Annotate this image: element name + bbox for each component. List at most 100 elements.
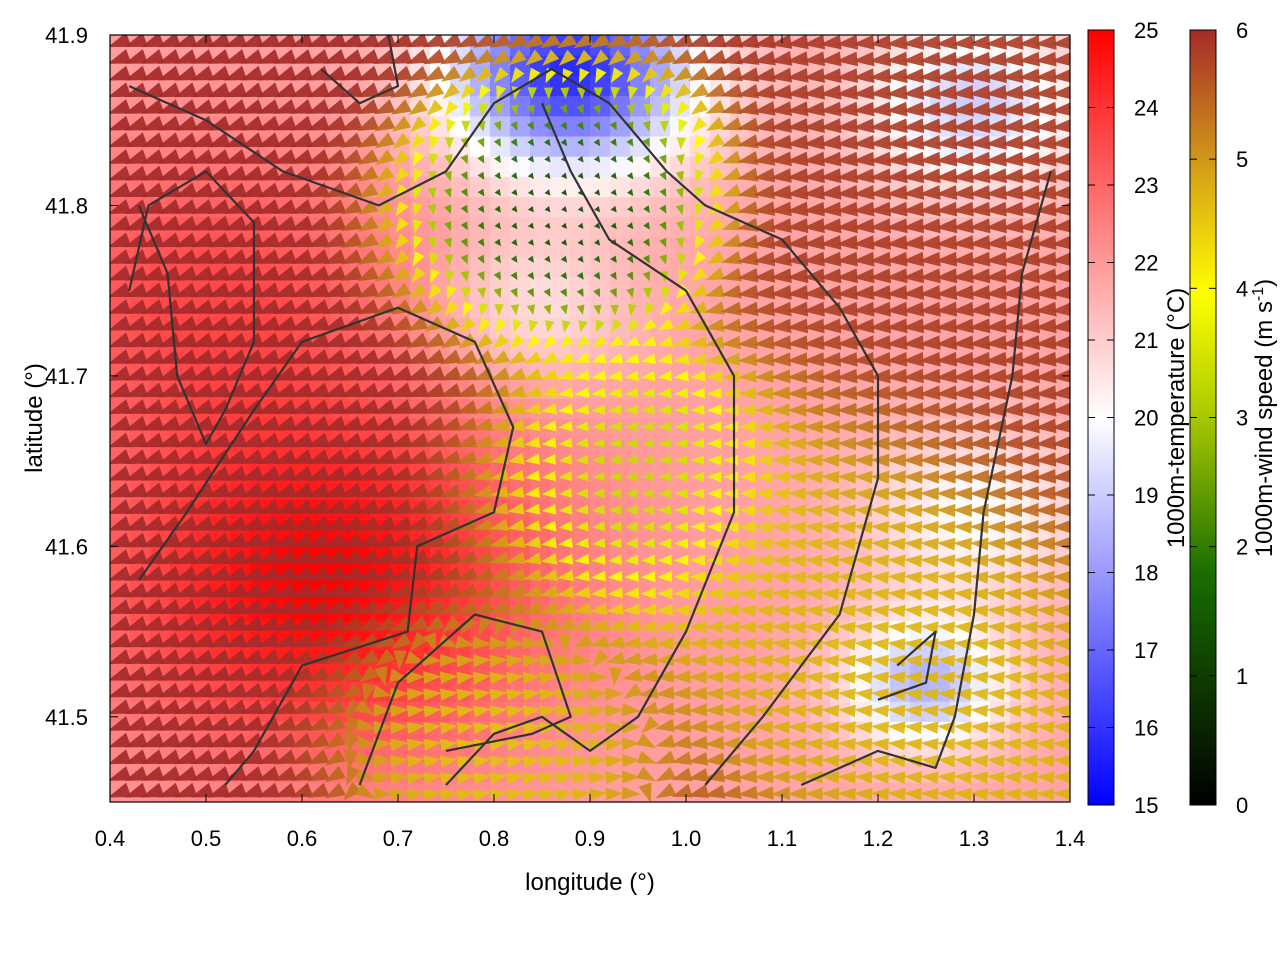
wind-arrow	[885, 118, 908, 134]
wind-arrow	[389, 599, 413, 615]
wind-arrow	[661, 102, 672, 117]
wind-arrow	[207, 666, 231, 681]
wind-arrow	[1001, 418, 1024, 434]
wind-arrow	[591, 554, 606, 565]
wind-arrow	[607, 49, 626, 66]
wind-arrow	[140, 165, 165, 181]
wind-arrow	[1001, 402, 1024, 417]
wind-arrow	[440, 332, 462, 349]
wind-arrow	[256, 149, 281, 164]
wind-arrow	[290, 716, 313, 731]
wind-arrow	[110, 566, 132, 581]
wind-arrow	[591, 521, 605, 532]
wind-arrow	[110, 65, 132, 81]
wind-arrow	[853, 470, 873, 484]
wind-arrow	[373, 703, 393, 717]
wind-arrow	[835, 84, 858, 100]
wind-arrow	[1018, 486, 1040, 501]
wind-arrow	[1003, 738, 1022, 751]
wind-arrow	[422, 549, 446, 564]
wind-arrow	[523, 552, 542, 565]
wind-arrow	[240, 132, 264, 148]
wind-arrow	[836, 385, 858, 401]
wind-arrow	[190, 182, 215, 198]
wind-arrow	[555, 755, 574, 768]
wind-arrow	[1053, 754, 1070, 768]
wind-arrow	[936, 470, 956, 484]
wind-arrow	[472, 636, 492, 650]
wind-arrow	[256, 499, 281, 514]
wind-arrow	[590, 570, 607, 582]
wind-arrow	[190, 399, 215, 414]
wind-arrow	[473, 349, 494, 365]
wind-arrow	[837, 521, 856, 534]
wind-arrow	[423, 738, 442, 751]
wind-arrow	[641, 404, 655, 415]
wind-arrow	[356, 466, 380, 481]
wind-arrow	[556, 35, 577, 49]
wind-arrow	[593, 288, 601, 298]
wind-arrow	[456, 583, 479, 598]
wind-arrow	[422, 35, 446, 48]
wind-arrow	[655, 750, 676, 764]
wind-arrow	[636, 766, 657, 782]
wind-arrow	[372, 532, 397, 548]
wind-arrow	[1051, 135, 1070, 150]
wind-arrow	[174, 149, 198, 164]
wind-arrow	[643, 205, 650, 213]
wind-arrow	[1019, 637, 1038, 651]
wind-arrow	[1002, 486, 1023, 501]
wind-arrow	[852, 135, 875, 150]
wind-arrow	[1001, 335, 1024, 350]
wind-arrow	[607, 587, 623, 599]
wind-arrow	[539, 688, 558, 701]
wind-arrow	[819, 35, 842, 50]
wind-arrow	[951, 251, 974, 267]
wind-arrow	[721, 720, 740, 734]
wind-arrow	[409, 283, 427, 300]
wind-arrow	[771, 487, 790, 501]
wind-arrow	[657, 538, 672, 549]
wind-arrow	[902, 85, 925, 100]
wind-arrow	[124, 532, 148, 548]
wind-arrow	[544, 172, 551, 179]
wind-arrow	[190, 149, 215, 164]
wind-arrow	[837, 487, 856, 501]
wind-arrow	[1017, 318, 1040, 334]
wind-arrow	[390, 754, 409, 768]
wind-arrow	[256, 566, 281, 581]
wind-arrow	[306, 299, 330, 314]
wind-arrow	[456, 788, 475, 801]
wind-arrow	[110, 732, 132, 748]
wind-arrow	[174, 35, 198, 48]
wind-arrow	[273, 549, 297, 564]
wind-arrow	[439, 705, 458, 718]
wind-arrow	[870, 554, 889, 568]
wind-arrow	[124, 716, 148, 731]
wind-arrow	[626, 172, 634, 180]
wind-arrow	[968, 85, 991, 100]
wind-arrow	[375, 648, 396, 667]
wind-arrow	[953, 654, 972, 668]
wind-arrow	[804, 604, 823, 618]
wind-arrow	[174, 115, 198, 131]
wind-arrow	[523, 568, 543, 582]
wind-arrow	[687, 49, 710, 64]
wind-arrow	[573, 602, 592, 615]
wind-arrow	[707, 454, 721, 466]
wind-arrow	[720, 83, 743, 98]
wind-arrow	[1019, 536, 1039, 551]
wind-arrow	[577, 272, 584, 280]
wind-arrow	[804, 588, 823, 601]
wind-arrow	[306, 165, 330, 181]
wind-arrow	[868, 85, 892, 100]
wind-arrow	[658, 438, 671, 449]
wind-arrow	[140, 582, 165, 598]
temperature-cell	[610, 196, 631, 218]
wind-arrow	[240, 35, 264, 48]
temperature-cell	[610, 216, 631, 238]
wind-arrow	[157, 215, 181, 231]
wind-arrow	[918, 235, 941, 250]
wind-arrow	[540, 35, 561, 49]
wind-arrow	[240, 165, 264, 181]
